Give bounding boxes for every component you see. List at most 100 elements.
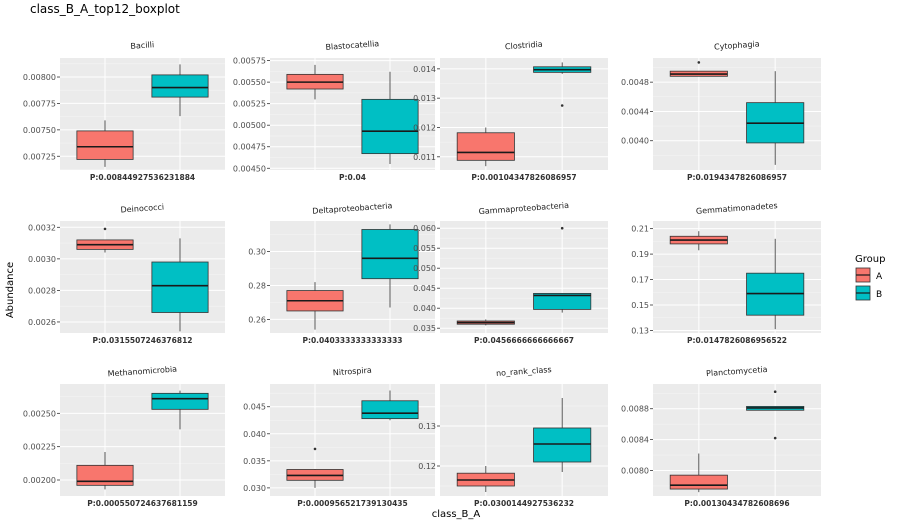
y-tick-label: 0.00200	[23, 476, 56, 485]
facet-title: Deltaproteobacteria	[312, 201, 393, 216]
y-tick-label: 0.21	[631, 225, 649, 234]
outlier-point	[560, 226, 564, 230]
y-tick-label: 0.014	[413, 65, 436, 74]
facet-pvalue: P:0.0403333333333333	[302, 336, 402, 345]
y-tick-label: 0.30	[248, 248, 266, 257]
y-tick-label: 0.055	[413, 244, 436, 253]
outlier-point	[560, 104, 564, 107]
facet-pvalue: P:0.0300144927536232	[474, 499, 574, 508]
y-tick-label: 0.035	[243, 457, 266, 466]
facet-title: Methanomicrobia	[107, 365, 177, 379]
y-tick-label: 0.26	[248, 315, 266, 324]
facet-pvalue: P:0.00844927536231884	[90, 173, 195, 182]
y-tick-label: 0.0084	[621, 436, 649, 445]
chart-title: class_B_A_top12_boxplot	[30, 2, 180, 16]
facet-panel: 0.12 0.13 no_rank_class P:0.030014492753623…	[418, 365, 608, 508]
facet-panel: 0.030 0.035 0.040 0.045 Nitrospira P:0.000956…	[243, 366, 435, 508]
y-tick-label: 0.040	[243, 430, 266, 439]
y-tick-label: 0.040	[413, 304, 436, 313]
facet-pvalue: P:0.000956521739130435	[297, 499, 408, 508]
box-a	[669, 474, 728, 490]
y-tick-label: 0.035	[413, 324, 436, 333]
facet-panels: 0.00725 0.00750 0.00775 0.00800 Bacilli P:0.0…	[23, 39, 821, 508]
y-tick-label: 0.013	[413, 94, 436, 103]
box-b	[361, 400, 419, 420]
facet-panel: 0.0026 0.0028 0.0030 0.0032 Deinococci P:0.03…	[28, 202, 225, 345]
y-tick-label: 0.13	[418, 422, 436, 431]
y-tick-label: 0.0080	[621, 467, 649, 476]
facet-panel: 0.26 0.28 0.30 Deltaproteobacteria P:0.04033…	[248, 201, 435, 345]
box-b	[533, 292, 592, 310]
box-b	[151, 74, 209, 98]
box-b	[361, 98, 419, 155]
facet-pvalue: P:0.000550724637681159	[87, 499, 198, 508]
y-tick-label: 0.00550	[233, 78, 266, 87]
facet-title: Deinococci	[120, 202, 164, 214]
facet-title: Planctomycetia	[706, 365, 768, 378]
y-tick-label: 0.00775	[23, 99, 56, 108]
facet-title: Blastocatellia	[325, 39, 379, 52]
box-a	[456, 132, 515, 161]
y-tick-label: 0.00225	[23, 443, 56, 452]
y-tick-label: 0.0048	[621, 78, 649, 87]
y-tick-label: 0.030	[243, 484, 266, 493]
facet-pvalue: P:0.0456666666666667	[474, 336, 574, 345]
facet-title: Gemmatimonadetes	[696, 201, 778, 216]
y-tick-label: 0.00250	[23, 409, 56, 418]
y-tick-label: 0.28	[248, 281, 266, 290]
facet-pvalue: P:0.04	[339, 173, 366, 182]
y-tick-label: 0.0040	[621, 137, 649, 146]
box-a	[76, 130, 134, 160]
facet-pvalue: P:0.0147826086956522	[687, 336, 787, 345]
y-tick-label: 0.045	[243, 403, 266, 412]
facet-panel: 0.00200 0.00225 0.00250 Methanomicrobia P:0.…	[23, 365, 225, 508]
y-tick-label: 0.0028	[28, 286, 56, 295]
facet-panel: 0.00450 0.00475 0.00500 0.00525 0.00550 0.005…	[233, 39, 435, 182]
outlier-point	[697, 61, 701, 64]
facet-panel: 0.13 0.15 0.17 0.19 0.21 Gemmatimonadetes P:0.…	[631, 201, 821, 345]
facet-pvalue: P:0.0315507246376812	[92, 336, 192, 345]
y-tick-label: 0.19	[631, 250, 649, 259]
y-tick-label: 0.0032	[28, 223, 56, 232]
outlier-point	[313, 447, 317, 451]
box-b	[151, 392, 209, 410]
y-tick-label: 0.00450	[233, 164, 266, 173]
y-tick-label: 0.00500	[233, 121, 266, 130]
facet-pvalue: P:0.00130434782608696	[684, 499, 789, 508]
y-tick-label: 0.00725	[23, 152, 56, 161]
y-tick-label: 0.0030	[28, 255, 56, 264]
y-axis-title: Abundance	[5, 262, 16, 318]
facet-title: Clostridia	[505, 40, 543, 52]
facet-panel: 0.035 0.040 0.045 0.050 0.055 0.060 Gammaprote…	[413, 201, 608, 345]
outlier-point	[773, 436, 777, 440]
facet-panel: 0.0040 0.0044 0.0048 Cytophagia P:0.01943478…	[621, 39, 821, 182]
facet-title: Nitrospira	[333, 366, 373, 378]
y-tick-label: 0.13	[631, 326, 649, 335]
y-tick-label: 0.12	[418, 462, 436, 471]
facet-pvalue: P:0.0194347826086957	[687, 173, 787, 182]
y-tick-label: 0.060	[413, 224, 436, 233]
y-tick-label: 0.00575	[233, 57, 266, 66]
y-tick-label: 0.00800	[23, 73, 56, 82]
box-a	[76, 464, 134, 486]
y-tick-label: 0.00525	[233, 100, 266, 109]
y-tick-label: 0.17	[631, 276, 649, 285]
box-b	[533, 427, 592, 463]
facet-title: Cytophagia	[714, 39, 760, 51]
y-tick-label: 0.050	[413, 264, 436, 273]
facet-panel: 0.00725 0.00750 0.00775 0.00800 Bacilli P:0.0…	[23, 40, 225, 182]
facet-panel: 0.0080 0.0084 0.0088 Planctomycetia P:0.0013…	[621, 365, 821, 508]
outlier-point	[773, 390, 777, 394]
box-b	[361, 229, 419, 280]
panel-background	[440, 221, 608, 333]
legend: Group A B	[855, 254, 885, 301]
y-tick-label: 0.00475	[233, 143, 266, 152]
facet-title: Gammaproteobacteria	[478, 201, 569, 216]
legend-label-b: B	[876, 290, 882, 300]
legend-title: Group	[855, 254, 885, 265]
x-axis-title: class_B_A	[432, 509, 481, 520]
y-tick-label: 0.0044	[621, 107, 649, 116]
y-tick-label: 0.011	[413, 153, 436, 162]
y-tick-label: 0.045	[413, 284, 436, 293]
